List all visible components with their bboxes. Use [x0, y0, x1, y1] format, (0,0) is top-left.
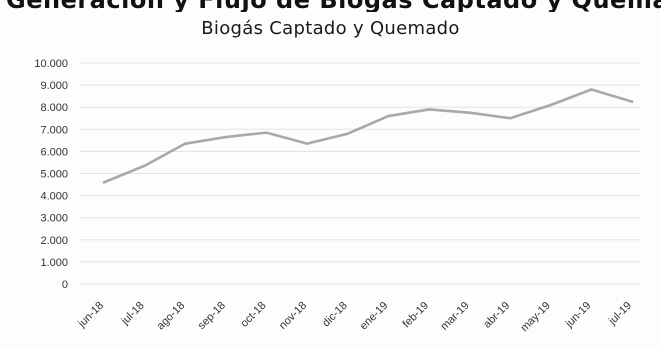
data-point	[590, 88, 593, 91]
x-tick-label: nov-18	[277, 300, 309, 332]
y-tick-label: 7.000	[40, 124, 68, 136]
data-point	[305, 142, 309, 145]
data-point	[143, 164, 146, 168]
data-point	[346, 132, 349, 136]
x-tick-label: mar-19	[439, 300, 472, 333]
y-tick-label: 5.000	[40, 169, 68, 181]
data-point	[387, 114, 390, 118]
data-point	[630, 100, 634, 103]
y-tick-label: 4.000	[40, 191, 68, 203]
y-axis-tick-labels: 0 1.000 2.000 3.000 4.000 5.000 6.000 7.000 8.00…	[34, 58, 68, 291]
x-tick-label: sep-18	[196, 300, 228, 332]
y-tick-label: 9.000	[40, 80, 68, 92]
chart-title: Biogás Captado y Quemado	[201, 18, 460, 39]
y-tick-label: 2.000	[40, 235, 68, 247]
x-axis-tick-labels: jun-18 jul-18 ago-18 sep-18 oct-18 nov-18 dic-…	[75, 300, 634, 334]
x-tick-label: jul-19	[606, 300, 634, 328]
x-tick-label: jun-18	[75, 300, 106, 331]
data-point	[224, 135, 228, 139]
y-tick-label: 8.000	[40, 102, 68, 114]
x-tick-label: may-19	[518, 300, 552, 334]
x-tick-label: feb-19	[400, 300, 431, 331]
x-tick-label: abr-19	[481, 300, 512, 331]
y-tick-label: 1.000	[40, 257, 68, 269]
gridlines	[80, 62, 640, 285]
x-tick-label: oct-18	[238, 300, 268, 330]
x-tick-label: ene-19	[358, 300, 391, 333]
data-point	[265, 131, 268, 134]
x-tick-label: dic-18	[320, 300, 350, 330]
data-point	[549, 103, 553, 107]
y-tick-label: 0	[62, 279, 68, 291]
x-tick-label: jul-18	[119, 300, 147, 328]
data-point	[468, 111, 471, 115]
series-line	[102, 88, 634, 184]
y-tick-label: 6.000	[40, 146, 68, 158]
x-tick-label: ago-18	[155, 300, 188, 333]
x-tick-label: jun-19	[563, 300, 594, 331]
data-point	[427, 108, 431, 111]
data-point	[508, 116, 512, 120]
cut-off-header-text: Generación y Flujo de Biogás Captado y Q…	[6, 0, 661, 12]
data-point	[102, 181, 106, 184]
y-tick-label: 3.000	[40, 213, 68, 225]
data-point	[183, 142, 187, 145]
cut-off-header: Generación y Flujo de Biogás Captado y Q…	[0, 0, 661, 12]
series-layer	[102, 88, 634, 184]
y-tick-label: 10.000	[34, 58, 68, 70]
